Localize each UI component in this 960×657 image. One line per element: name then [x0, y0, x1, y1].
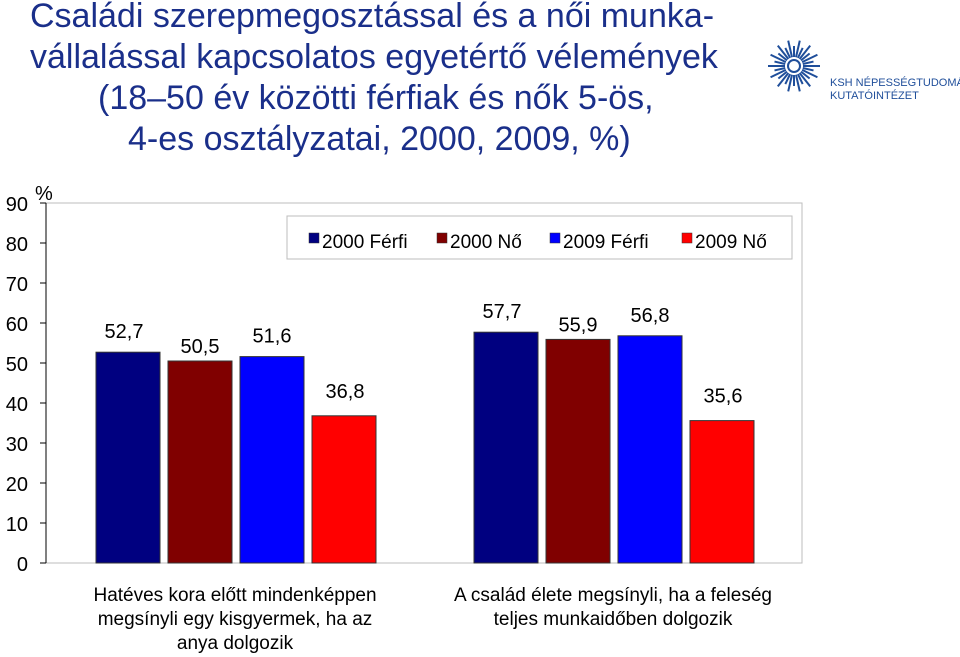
logo-ray [777, 72, 790, 87]
x-category-label: Hatéves kora előtt mindenképpen [93, 585, 376, 606]
logo-line1: KSH NÉPESSÉGTUDOMÁNYI [830, 76, 960, 89]
x-category-label: teljes munkaidőben dolgozik [494, 609, 733, 630]
logo-ray [774, 67, 786, 72]
logo-ray [802, 67, 814, 72]
logo-ray [770, 69, 787, 79]
logo-ray [797, 47, 804, 59]
y-tick-label: 70 [6, 274, 28, 296]
y-tick-label: 50 [6, 354, 28, 376]
title-line: Családi szerepmegosztással és a női munk… [30, 0, 715, 35]
logo-ray [801, 69, 818, 79]
logo-ray [798, 72, 811, 87]
logo-ray [800, 52, 811, 62]
logo-ray [797, 73, 804, 85]
legend-swatch [549, 232, 561, 244]
logo-emblem-icon [768, 40, 820, 92]
bar [473, 331, 539, 564]
bar [167, 360, 233, 564]
legend-swatch [436, 232, 448, 244]
logo-ray [784, 47, 791, 59]
title-line: vállalással kapcsolatos egyetértő vélemé… [30, 38, 718, 76]
logo-ray [787, 40, 793, 58]
logo-ray [770, 53, 787, 63]
chart-title: Családi szerepmegosztással és a női munk… [30, 0, 770, 160]
bar [545, 338, 611, 564]
y-tick-label: 0 [17, 554, 28, 576]
bar [617, 335, 683, 564]
bar [689, 420, 755, 564]
logo-ring [787, 59, 801, 73]
y-tick-label: 60 [6, 314, 28, 336]
x-category-label: anya dolgozik [177, 633, 294, 654]
data-label: 36,8 [326, 381, 365, 403]
legend-label: 2009 Férfi [563, 232, 649, 253]
title-line: 4-es osztályzatai, 2000, 2009, %) [128, 120, 631, 158]
logo-ray [787, 74, 793, 92]
y-tick-label: 30 [6, 434, 28, 456]
legend-label: 2009 Nő [695, 232, 767, 253]
logo-ray [777, 45, 790, 60]
title-line: (18–50 év közötti férfiak és nők 5-ös, [98, 79, 654, 117]
legend-swatch [308, 232, 320, 244]
x-category-label: megsínyli egy kisgyermek, ha az [98, 609, 373, 630]
logo-ray [795, 40, 801, 58]
legend: 2000 Férfi 2000 Nő 2009 Férfi 2009 Nő [286, 215, 793, 260]
data-label: 55,9 [559, 314, 598, 336]
y-tick-label: 20 [6, 474, 28, 496]
data-label: 52,7 [105, 321, 144, 343]
y-axis-label: % [35, 183, 53, 205]
logo-ray [777, 52, 788, 62]
logo-ray [795, 74, 801, 92]
data-label: 35,6 [704, 386, 743, 408]
logo-line2: KUTATÓINTÉZET [830, 89, 919, 102]
y-tick-label: 10 [6, 514, 28, 536]
legend-swatch [681, 232, 693, 244]
bar-chart: 0 10 20 30 40 50 60 70 80 90 % 52,7 57,7 50,5 55,9 51,6… [6, 183, 803, 654]
logo-ray [801, 53, 818, 63]
logo-ray [784, 73, 791, 85]
y-tick-label: 40 [6, 394, 28, 416]
data-label: 56,8 [631, 305, 670, 327]
legend-label: 2000 Nő [450, 232, 522, 253]
y-tick-label: 90 [6, 194, 28, 216]
bar [311, 415, 377, 564]
logo-ray [777, 70, 788, 80]
y-tick-label: 80 [6, 234, 28, 256]
bar [95, 351, 161, 564]
bar [239, 356, 305, 564]
logo-ray [774, 60, 786, 65]
logo-ray [798, 45, 811, 60]
data-label: 57,7 [483, 301, 522, 323]
logo-ray [802, 60, 814, 65]
logo-ray [800, 70, 811, 80]
ksh-logo: KSH NÉPESSÉGTUDOMÁNYI KUTATÓINTÉZET [768, 40, 960, 102]
x-category-label: A család élete megsínyli, ha a feleség [454, 585, 772, 606]
legend-box [286, 215, 793, 260]
legend-label: 2000 Férfi [322, 232, 408, 253]
data-label: 50,5 [181, 336, 220, 358]
data-label: 51,6 [253, 326, 292, 348]
